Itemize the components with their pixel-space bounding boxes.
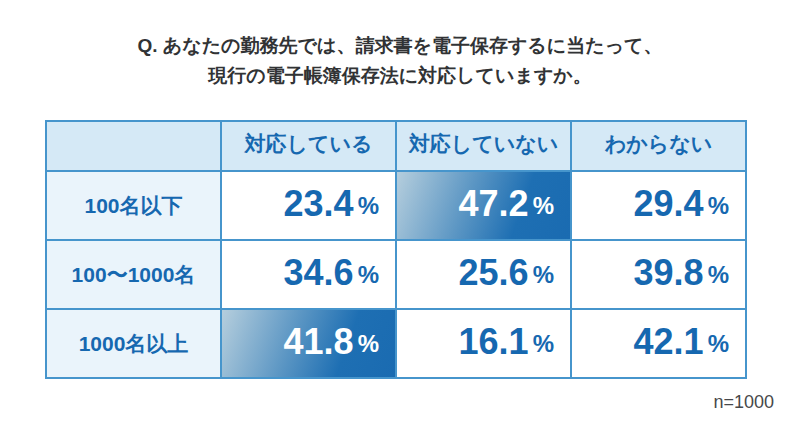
table-row-1: 100〜1000名34.6%25.6%39.8%	[46, 240, 746, 309]
sample-size-note: n=1000	[713, 392, 774, 413]
row-label-2: 1000名以上	[46, 309, 221, 378]
value-cell-0-0: 23.4%	[221, 171, 396, 240]
row-label-1: 100〜1000名	[46, 240, 221, 309]
value-cell-2-2: 42.1%	[571, 309, 746, 378]
question-title-line2: 現行の電子帳簿保存法に対応していますか。	[0, 61, 800, 91]
table-header-row: 対応している対応していないわからない	[46, 121, 746, 171]
question-title: Q. あなたの勤務先では、請求書を電子保存するに当たって、 現行の電子帳簿保存法…	[0, 31, 800, 91]
column-header-1: 対応していない	[396, 121, 571, 171]
row-label-0: 100名以下	[46, 171, 221, 240]
column-header-0: 対応している	[221, 121, 396, 171]
question-title-line1: Q. あなたの勤務先では、請求書を電子保存するに当たって、	[0, 31, 800, 61]
table-row-2: 1000名以上41.8%16.1%42.1%	[46, 309, 746, 378]
value-cell-0-2: 29.4%	[571, 171, 746, 240]
value-cell-1-1: 25.6%	[396, 240, 571, 309]
corner-cell	[46, 121, 221, 171]
column-header-2: わからない	[571, 121, 746, 171]
result-table: 対応している対応していないわからない 100名以下23.4%47.2%29.4%…	[45, 120, 747, 379]
value-cell-0-1: 47.2%	[396, 171, 571, 240]
value-cell-1-2: 39.8%	[571, 240, 746, 309]
value-cell-2-1: 16.1%	[396, 309, 571, 378]
value-cell-2-0: 41.8%	[221, 309, 396, 378]
survey-result-page: Q. あなたの勤務先では、請求書を電子保存するに当たって、 現行の電子帳簿保存法…	[0, 0, 800, 431]
table-row-0: 100名以下23.4%47.2%29.4%	[46, 171, 746, 240]
value-cell-1-0: 34.6%	[221, 240, 396, 309]
